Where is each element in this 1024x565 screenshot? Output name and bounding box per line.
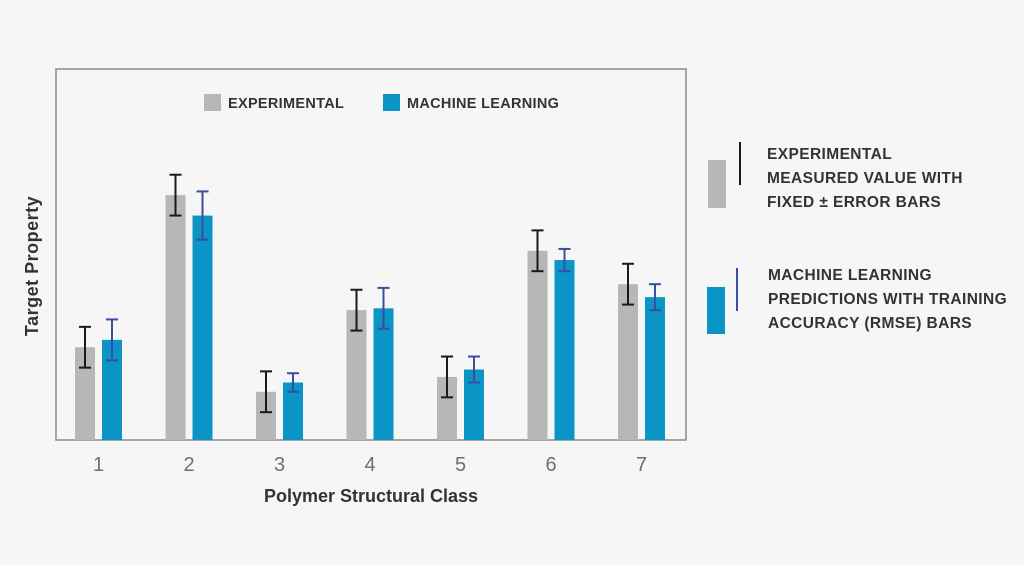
ml-legend-label: MACHINE LEARNING [407, 96, 559, 112]
experimental-legend-label: EXPERIMENTAL [228, 96, 344, 112]
experimental-error-bar-2 [169, 173, 182, 217]
experimental-error-bar-6 [531, 229, 544, 273]
ml-error-bar-icon [736, 268, 738, 311]
ml-bar-7 [645, 297, 665, 440]
experimental-bar-4 [346, 310, 367, 440]
x-tick-label-5: 5 [455, 454, 466, 476]
x-tick-label-1: 1 [93, 454, 104, 476]
ml-bar-5 [464, 369, 484, 440]
ml-bar-2 [192, 215, 213, 440]
x-axis-label: Polymer Structural Class [264, 486, 478, 506]
experimental-bar-2 [165, 195, 186, 440]
experimental-swatch [708, 160, 726, 208]
experimental-explainer-line-2: MEASURED VALUE WITH [767, 170, 963, 187]
experimental-error-bar-7 [622, 262, 634, 306]
ml-swatch [707, 287, 725, 334]
x-tick-label-7: 7 [636, 454, 647, 476]
ml-legend-swatch [383, 94, 400, 111]
ml-error-bar-3 [287, 372, 299, 393]
x-tick-label-2: 2 [183, 454, 194, 476]
experimental-explainer-line-3: FIXED ± ERROR BARS [767, 194, 942, 211]
experimental-error-bar-3 [260, 370, 272, 414]
experimental-explainer-line-1: EXPERIMENTAL [767, 146, 893, 163]
x-tick-label-3: 3 [274, 454, 285, 476]
ml-error-bar-1 [106, 318, 118, 362]
ml-bar-6 [554, 260, 575, 440]
ml-error-bar-5 [468, 355, 480, 384]
ml-explainer-line-1: MACHINE LEARNING [768, 267, 932, 284]
ml-explainer-line-3: ACCURACY (RMSE) BARS [768, 315, 973, 332]
ml-error-bar-7 [649, 283, 661, 312]
experimental-bar-1 [75, 347, 95, 440]
x-tick-label-6: 6 [545, 454, 556, 476]
experimental-bar-6 [527, 250, 548, 440]
ml-error-bar-2 [196, 190, 209, 241]
experimental-bar-7 [618, 284, 638, 440]
ml-error-bar-4 [377, 286, 390, 330]
experimental-legend-swatch [204, 94, 221, 111]
ml-bar-3 [283, 382, 303, 440]
y-axis-label: Target Property [22, 196, 42, 336]
experimental-explainer-text: EXPERIMENTAL MEASURED VALUE WITH FIXED ±… [767, 143, 963, 215]
ml-bar-4 [373, 308, 394, 440]
ml-explainer-text: MACHINE LEARNING PREDICTIONS WITH TRAINI… [768, 264, 1007, 336]
experimental-error-bar-4 [350, 288, 363, 332]
ml-explainer-line-2: PREDICTIONS WITH TRAINING [768, 291, 1008, 308]
experimental-error-bar-icon [739, 142, 741, 185]
ml-bar-1 [102, 339, 122, 440]
ml-error-bar-6 [558, 247, 571, 273]
x-tick-label-4: 4 [364, 454, 375, 476]
experimental-bar-5 [437, 376, 457, 440]
experimental-error-bar-5 [441, 355, 453, 399]
experimental-bar-3 [256, 391, 276, 440]
plot-area-frame [55, 68, 687, 441]
experimental-error-bar-1 [79, 325, 91, 369]
